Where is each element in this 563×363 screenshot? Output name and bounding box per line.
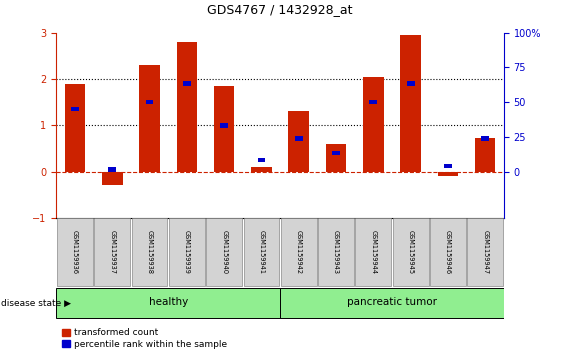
Bar: [71, 107, 79, 111]
Bar: [400, 35, 421, 171]
FancyBboxPatch shape: [132, 219, 167, 286]
Bar: [288, 111, 309, 171]
FancyBboxPatch shape: [169, 219, 205, 286]
Text: GSM1159939: GSM1159939: [184, 231, 190, 274]
Text: GSM1159936: GSM1159936: [72, 230, 78, 274]
Bar: [444, 164, 452, 168]
Text: GSM1159947: GSM1159947: [482, 230, 488, 274]
Text: GSM1159943: GSM1159943: [333, 230, 339, 274]
FancyBboxPatch shape: [281, 219, 316, 286]
Text: GSM1159938: GSM1159938: [146, 230, 153, 274]
Bar: [65, 83, 85, 171]
Text: GSM1159942: GSM1159942: [296, 230, 302, 274]
Bar: [146, 100, 154, 105]
FancyBboxPatch shape: [244, 219, 279, 286]
FancyBboxPatch shape: [393, 219, 428, 286]
Text: pancreatic tumor: pancreatic tumor: [347, 297, 437, 307]
Bar: [214, 86, 234, 171]
Bar: [332, 151, 340, 155]
Text: GSM1159946: GSM1159946: [445, 230, 451, 274]
FancyBboxPatch shape: [206, 219, 242, 286]
Bar: [369, 100, 377, 105]
FancyBboxPatch shape: [467, 219, 503, 286]
Bar: [183, 81, 191, 86]
FancyBboxPatch shape: [280, 288, 504, 318]
Text: GSM1159945: GSM1159945: [408, 230, 414, 274]
Bar: [326, 144, 346, 171]
Bar: [481, 136, 489, 140]
Text: GSM1159944: GSM1159944: [370, 230, 376, 274]
Text: healthy: healthy: [149, 297, 188, 307]
Bar: [220, 123, 228, 127]
Bar: [251, 167, 272, 171]
Bar: [363, 77, 383, 171]
Bar: [257, 158, 265, 162]
Text: GSM1159941: GSM1159941: [258, 230, 265, 274]
Bar: [108, 167, 116, 171]
FancyBboxPatch shape: [318, 219, 354, 286]
Text: GDS4767 / 1432928_at: GDS4767 / 1432928_at: [207, 3, 353, 16]
FancyBboxPatch shape: [95, 219, 130, 286]
Legend: transformed count, percentile rank within the sample: transformed count, percentile rank withi…: [61, 327, 229, 350]
Bar: [139, 65, 160, 171]
Bar: [102, 171, 123, 185]
FancyBboxPatch shape: [355, 219, 391, 286]
Bar: [177, 42, 197, 171]
Text: GSM1159937: GSM1159937: [109, 230, 115, 274]
Bar: [475, 138, 495, 171]
Bar: [406, 81, 414, 86]
Bar: [437, 171, 458, 176]
FancyBboxPatch shape: [57, 219, 93, 286]
Text: disease state ▶: disease state ▶: [1, 299, 71, 307]
FancyBboxPatch shape: [430, 219, 466, 286]
Text: GSM1159940: GSM1159940: [221, 230, 227, 274]
FancyBboxPatch shape: [56, 288, 280, 318]
Bar: [295, 136, 303, 140]
